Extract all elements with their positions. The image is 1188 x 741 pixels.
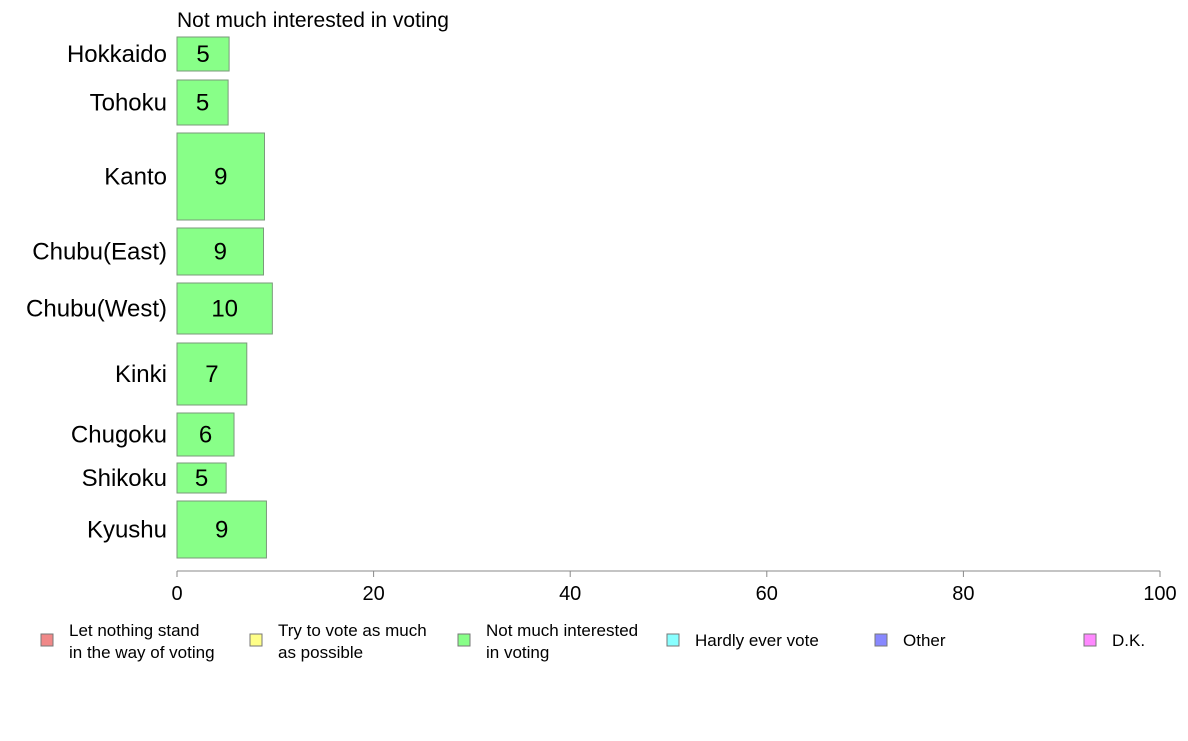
x-tick-label: 60 — [756, 583, 778, 605]
bars-layer: Hokkaido 5 Tohoku 5 Kanto 9 Chubu(East) 9 Chubu(… — [26, 36, 273, 559]
legend-item: Let nothing stand in the way of voting — [40, 621, 215, 662]
x-axis: 0 20 40 60 80 100 — [171, 570, 1177, 605]
category-label: Chubu(East) — [32, 239, 167, 266]
legend-label: Try to vote as much as possible — [278, 621, 427, 662]
legend-swatch — [1083, 633, 1097, 647]
category-label: Kyushu — [87, 517, 167, 544]
data-label: 9 — [215, 517, 228, 544]
category-label: Chugoku — [71, 422, 167, 449]
data-label: 7 — [205, 361, 218, 388]
data-label: 5 — [195, 465, 208, 492]
category-label: Chubu(West) — [26, 296, 167, 323]
bar — [176, 342, 248, 406]
category-label: Tohoku — [90, 90, 167, 117]
x-tick-label: 40 — [559, 583, 581, 605]
legend-swatch — [457, 633, 471, 647]
x-tick-label: 80 — [952, 583, 974, 605]
bar — [176, 412, 235, 457]
legend: Let nothing stand in the way of voting Try… — [40, 621, 1145, 662]
bar — [176, 132, 265, 221]
category-label: Kinki — [115, 361, 167, 388]
legend-label: D.K. — [1112, 631, 1145, 650]
data-label: 9 — [214, 164, 227, 191]
legend-label: Let nothing stand in the way of voting — [69, 621, 215, 662]
bar — [176, 282, 273, 335]
x-tick-label: 20 — [362, 583, 384, 605]
category-label: Hokkaido — [67, 41, 167, 68]
legend-swatch — [874, 633, 888, 647]
data-label: 6 — [199, 422, 212, 449]
legend-label: Hardly ever vote — [695, 631, 819, 650]
legend-item: D.K. — [1083, 631, 1145, 650]
data-label: 5 — [196, 90, 209, 117]
category-label: Kanto — [104, 164, 167, 191]
legend-label: Other — [903, 631, 946, 650]
bar — [176, 500, 267, 559]
bar — [176, 462, 227, 494]
bar — [176, 36, 230, 72]
legend-item: Try to vote as much as possible — [249, 621, 427, 662]
data-label: 10 — [211, 296, 238, 323]
bar — [176, 79, 229, 126]
x-tick-label: 100 — [1143, 583, 1176, 605]
legend-item: Hardly ever vote — [666, 631, 819, 650]
legend-item: Other — [874, 631, 946, 650]
legend-swatch — [40, 633, 54, 647]
data-label: 5 — [196, 41, 209, 68]
x-tick-label: 0 — [171, 583, 182, 605]
legend-label: Not much interested in voting — [486, 621, 638, 662]
category-label: Shikoku — [82, 465, 167, 492]
data-label: 9 — [214, 239, 227, 266]
chart-title: Not much interested in voting — [177, 9, 449, 32]
legend-swatch — [249, 633, 263, 647]
bar — [176, 227, 265, 276]
legend-swatch — [666, 633, 680, 647]
legend-item: Not much interested in voting — [457, 621, 638, 662]
